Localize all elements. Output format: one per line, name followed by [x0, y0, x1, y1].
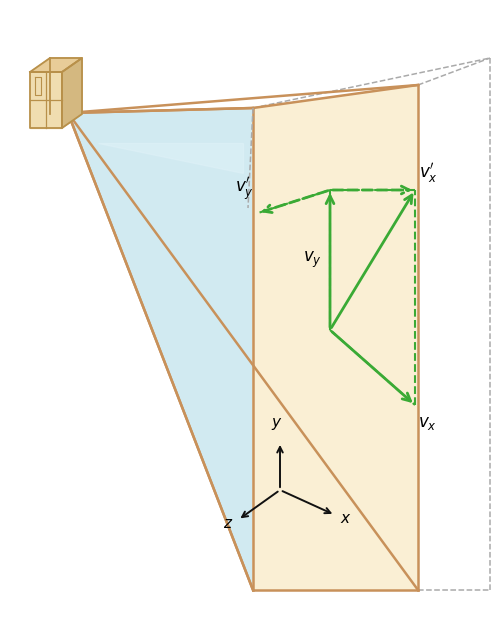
Polygon shape	[68, 108, 253, 590]
Text: $v_x$: $v_x$	[418, 415, 437, 432]
Polygon shape	[253, 85, 418, 590]
Text: $z$: $z$	[223, 517, 233, 531]
Text: $v_y$: $v_y$	[303, 250, 322, 270]
Text: $v_x'$: $v_x'$	[419, 161, 438, 185]
Text: $v_y'$: $v_y'$	[235, 175, 254, 203]
Polygon shape	[30, 72, 62, 128]
Text: $x$: $x$	[340, 512, 352, 526]
Polygon shape	[30, 58, 82, 72]
Polygon shape	[98, 143, 243, 173]
Polygon shape	[62, 58, 82, 128]
Text: $y$: $y$	[271, 416, 283, 432]
